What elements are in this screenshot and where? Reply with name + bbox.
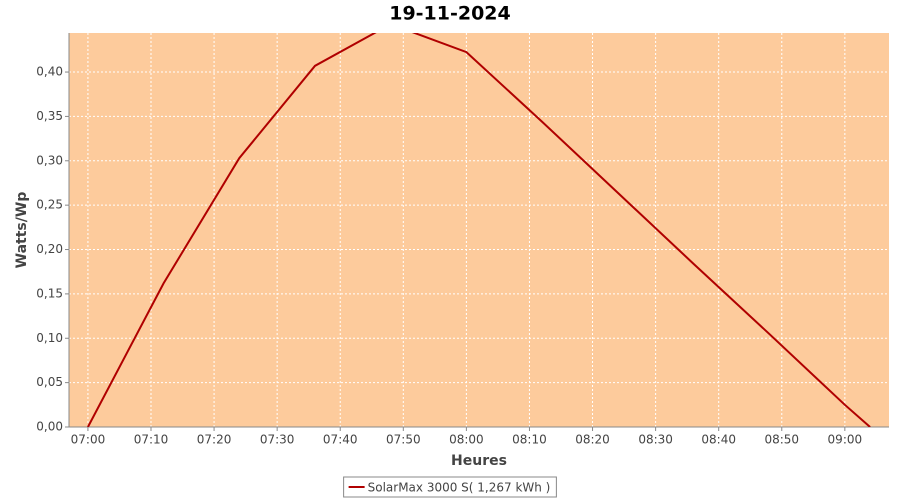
legend: SolarMax 3000 S( 1,267 kWh ) bbox=[343, 476, 557, 498]
y-tick-label: 0,00 bbox=[36, 420, 63, 434]
x-tick-label: 08:10 bbox=[512, 433, 547, 447]
x-tick-label: 08:30 bbox=[638, 433, 673, 447]
x-tick-label: 07:40 bbox=[323, 433, 358, 447]
y-tick-label: 0,40 bbox=[36, 65, 63, 79]
x-tick-label: 07:30 bbox=[260, 433, 295, 447]
x-tick-label: 07:20 bbox=[197, 433, 232, 447]
x-tick-label: 07:00 bbox=[71, 433, 106, 447]
x-tick-label: 08:40 bbox=[701, 433, 736, 447]
y-tick-label: 0,15 bbox=[36, 286, 63, 300]
x-tick-label: 07:10 bbox=[134, 433, 169, 447]
x-tick-label: 08:20 bbox=[575, 433, 610, 447]
y-tick-label: 0,05 bbox=[36, 375, 63, 389]
chart-title: 19-11-2024 bbox=[389, 3, 511, 25]
legend-label: SolarMax 3000 S( 1,267 kWh ) bbox=[368, 481, 551, 495]
x-tick-label: 07:50 bbox=[386, 433, 421, 447]
y-tick-label: 0,35 bbox=[36, 109, 63, 123]
plot-clip bbox=[87, 33, 871, 427]
plot-background bbox=[69, 33, 889, 427]
y-tick-label: 0,30 bbox=[36, 153, 63, 167]
x-tick-label: 09:00 bbox=[828, 433, 863, 447]
data-line bbox=[87, 33, 871, 427]
y-tick-label: 0,25 bbox=[36, 198, 63, 212]
y-tick-label: 0,10 bbox=[36, 331, 63, 345]
legend-box bbox=[343, 476, 557, 498]
y-axis-label: Watts/Wp bbox=[14, 192, 30, 269]
y-tick-label: 0,20 bbox=[36, 242, 63, 256]
x-axis-label: Heures bbox=[451, 453, 507, 469]
x-tick-label: 08:00 bbox=[449, 433, 484, 447]
x-tick-label: 08:50 bbox=[764, 433, 799, 447]
